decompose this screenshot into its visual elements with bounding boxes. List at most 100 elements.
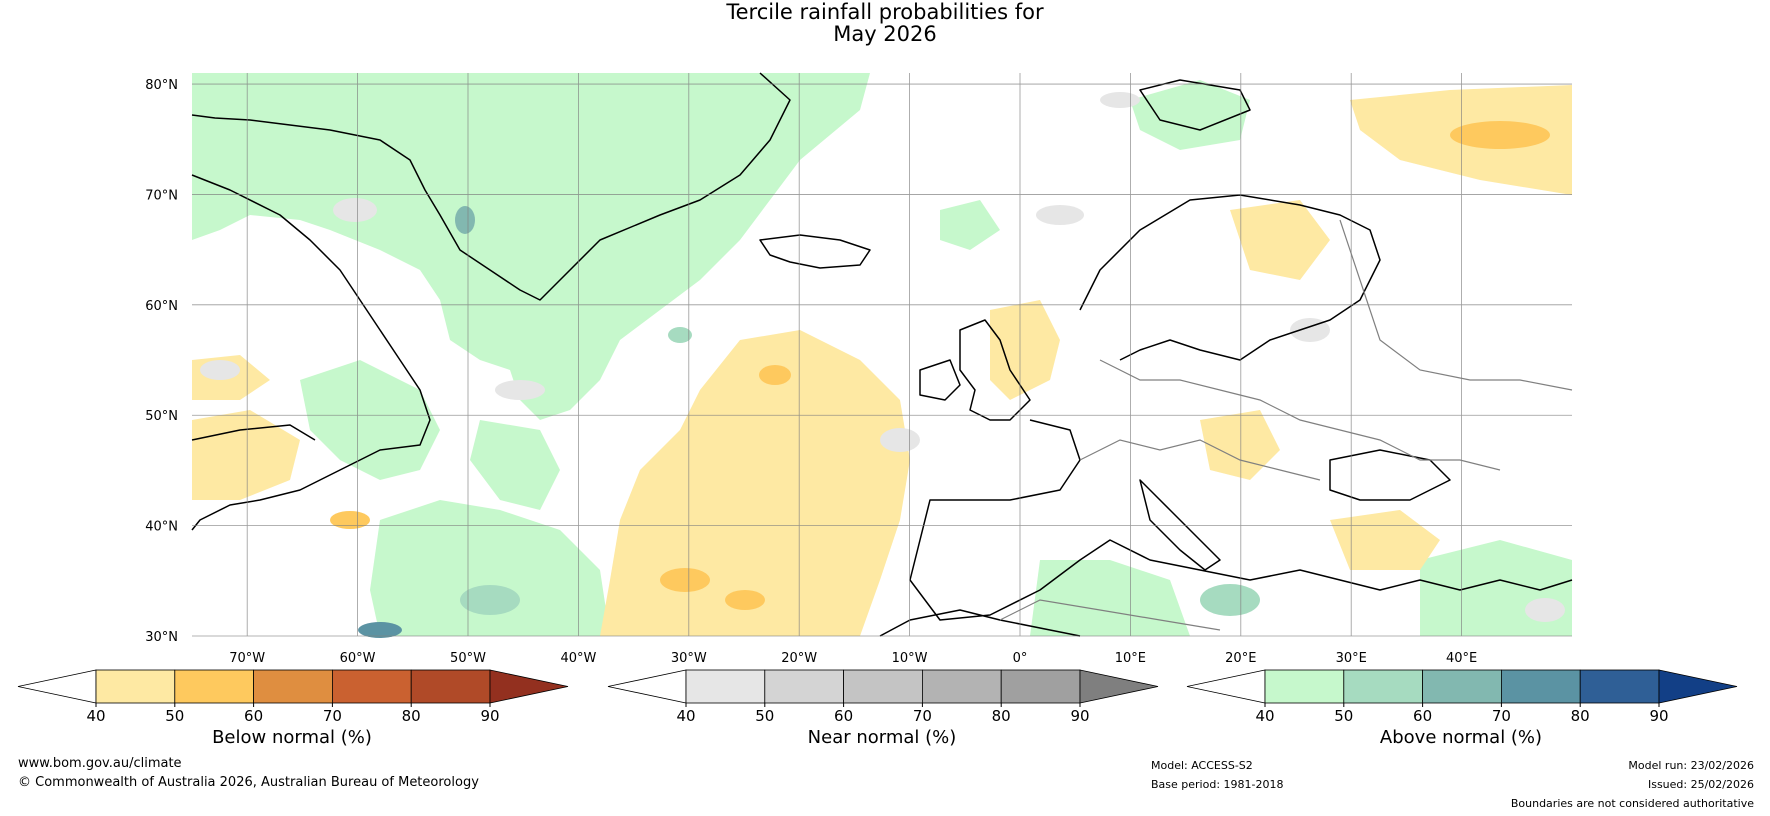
shade-near-6 [1100,92,1140,108]
shade-above-dark5 [358,622,402,638]
lat-tick-label: 40°N [145,520,178,535]
colorbar-segment [331,669,412,704]
colorbar-title-above: Above normal (%) [1379,727,1543,748]
coast-iceland [759,234,871,269]
lon-tick-label: 10°E [1115,651,1146,666]
colorbar-extend-low [607,669,687,704]
borders-russia [1339,219,1573,391]
colorbar-segment [1422,669,1502,704]
shade-above-north-sea [940,200,1000,250]
colorbar-tick-label: 40 [1255,707,1274,725]
longitude-gridlines [246,73,1462,636]
borders-europe2 [1079,439,1321,481]
coast-canada-labrador [191,424,316,441]
colorbar-tick-label: 70 [323,707,342,725]
shade-below-europe [1200,410,1280,480]
lat-tick-label: 30°N [145,630,178,645]
colorbar-title-below: Below normal (%) [212,727,372,748]
footer-issued: Issued: 25/02/2026 [1647,778,1754,791]
colorbar-1: 40 50 60 70 80 90 [607,669,1159,725]
shade-near-2 [495,380,545,400]
shade-below-uk [990,300,1060,400]
footer-disclaimer: Boundaries are not considered authoritat… [1510,797,1754,810]
shade-above-arctic [1130,80,1250,150]
shade-near-3 [1036,205,1084,225]
coast-africa [879,609,1081,637]
colorbar-tick-label: 90 [1070,707,1089,725]
longitude-tick-labels: 70°W 60°W 50°W 40°W 30°W 20°W 10°W 0° 10°E 20°E 30… [229,651,1477,666]
colorbar-tick-label: 50 [755,707,774,725]
colorbar-tick-label: 80 [1571,707,1590,725]
shade-below-turkey [1330,510,1440,570]
colorbar-segment [1343,669,1424,704]
colorbar-extend-low [1186,669,1266,704]
colorbars: 40 50 60 70 80 90 40 50 60 70 80 90 40 50 60 70 80 90 [17,669,1738,725]
lon-tick-label: 20°W [781,651,817,666]
coast-italy [1139,479,1221,571]
coastlines [191,72,1573,637]
footer-website[interactable]: www.bom.gov.au/climate [18,756,182,771]
colorbar-extend-low [17,669,97,704]
footer-model-run: Model run: 23/02/2026 [1628,759,1754,772]
probability-shading [192,73,1572,638]
colorbar-tick-label: 50 [165,707,184,725]
colorbar-segment [685,669,766,704]
shade-below-dark1 [660,568,710,592]
map-title-line1: Tercile rainfall probabilities for [726,0,1044,24]
colorbar-segment [410,669,491,704]
colorbar-tick-label: 60 [244,707,263,725]
shade-below-dark5 [725,590,765,610]
colorbar-extend-high [1658,669,1738,704]
colorbar-segment [764,669,844,704]
colorbar-0: 40 50 60 70 80 90 [17,669,569,725]
lon-tick-label: 20°E [1225,651,1256,666]
colorbar-segment [1579,669,1660,704]
coast-uk [959,319,1031,421]
colorbar-title-near: Near normal (%) [807,727,957,748]
colorbar-tick-label: 70 [913,707,932,725]
lat-tick-label: 50°N [145,409,178,424]
colorbar-tick-label: 40 [676,707,695,725]
graticule [192,73,1572,637]
colorbar-tick-label: 50 [1334,707,1353,725]
lon-tick-label: 60°W [340,651,376,666]
coast-europe [909,419,1573,621]
lat-tick-label: 60°N [145,299,178,314]
lat-tick-label: 80°N [145,78,178,93]
colorbar-segment [253,669,333,704]
colorbar-segment [922,669,1002,704]
coast-canada [191,174,431,531]
shade-below-scandinavia [1230,200,1330,280]
shade-above-dark2 [1200,584,1260,616]
lon-tick-label: 40°W [560,651,596,666]
shade-below-dark4 [1450,121,1550,149]
colorbar-tick-label: 90 [1649,707,1668,725]
shade-near-8 [200,360,240,380]
shade-below-dark2 [759,365,791,385]
lon-tick-label: 50°W [450,651,486,666]
colorbar-segment [1501,669,1581,704]
colorbar-segment [1264,669,1345,704]
lon-tick-label: 10°W [892,651,928,666]
shade-above-dark3 [455,206,475,234]
colorbar-tick-label: 60 [834,707,853,725]
colorbar-tick-label: 80 [992,707,1011,725]
shade-above-greenland [192,73,870,420]
colorbar-extend-high [489,669,569,704]
footer-model: Model: ACCESS-S2 [1151,759,1253,772]
shade-above-dark4 [668,327,692,343]
coast-black-sea [1329,449,1451,501]
shade-above-med [1030,560,1190,636]
lon-tick-label: 30°E [1336,651,1367,666]
shade-near-4 [880,428,920,452]
shade-above-dark1 [460,585,520,615]
shade-above-atlantic-south [370,500,610,636]
colorbar-tick-label: 90 [480,707,499,725]
map-title-line2: May 2026 [833,22,937,46]
lon-tick-label: 30°W [671,651,707,666]
coast-arctic-islands [1139,79,1251,131]
colorbar-segment [843,669,923,704]
colorbar-segment [174,669,255,704]
shade-near-1 [333,198,377,222]
